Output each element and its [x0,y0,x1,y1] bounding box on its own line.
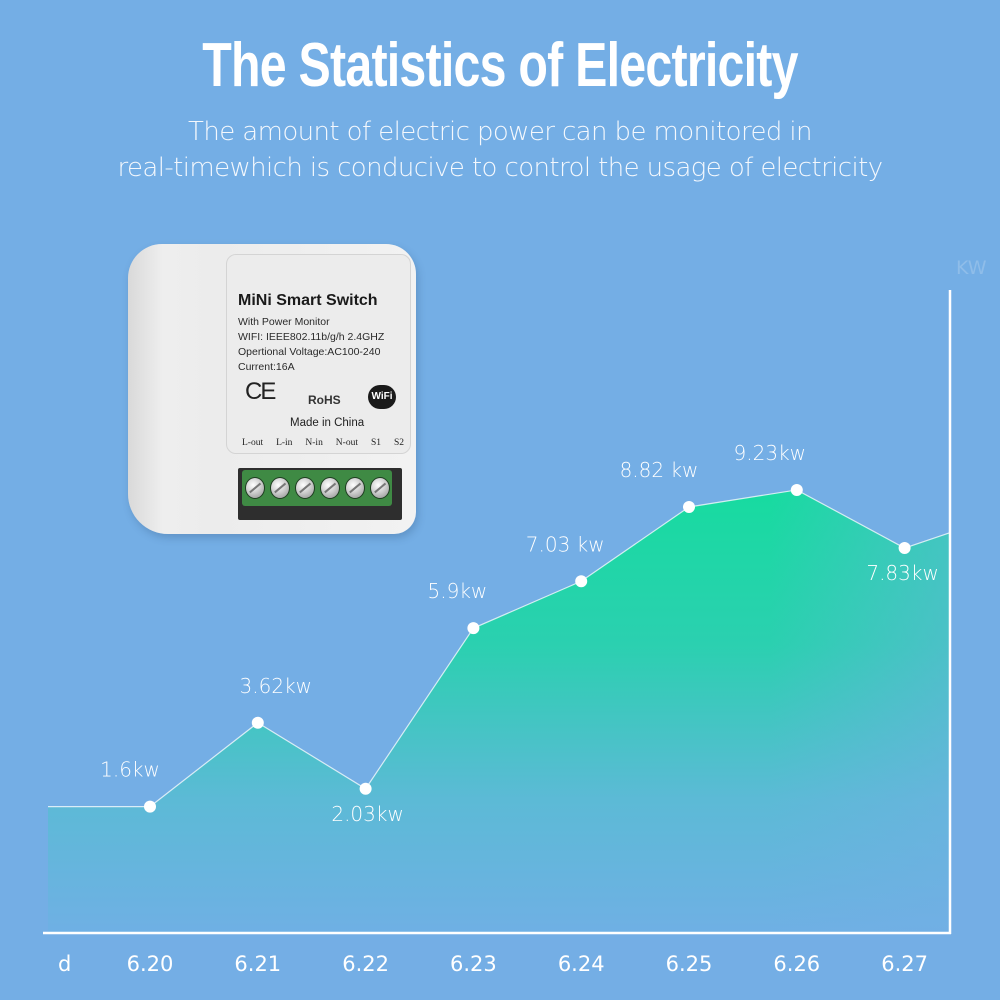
screw-icon [294,477,315,499]
subtitle-line-2: real-timewhich is conducive to control t… [117,153,883,183]
x-tick-label: 6.24 [558,952,605,976]
pin-label: S2 [393,438,404,448]
data-point-label: 5.9kw [428,579,488,603]
pin-label: N-in [305,438,323,448]
ce-mark-icon: CE [245,378,276,405]
screw-icon [344,477,365,499]
data-point-label: 8.82 kw [620,458,699,482]
screw-icon [319,477,340,499]
data-point-marker [898,542,911,555]
device-spec-3: Opertional Voltage:AC100-240 [238,346,381,358]
device-title: MiNi Smart Switch [238,292,378,309]
x-axis-ticks: 6.20 6.21 6.22 6.23 6.24 6.25 6.26 6.27 [127,952,928,976]
data-point-marker [467,622,480,635]
data-point-label: 7.03 kw [526,532,605,556]
data-point-label: 2.03kw [331,802,403,826]
x-tick-label: 6.25 [666,952,713,976]
x-tick-label: 6.23 [450,952,497,976]
screw-icon [244,477,265,499]
screw-icon [269,477,290,499]
rohs-mark-icon: RoHS [308,393,341,407]
page-title: The Statistics of Electricity [202,31,798,100]
area-fill [48,489,950,932]
wifi-logo-icon: WiFi [368,385,396,409]
data-point-marker [575,575,588,588]
data-point-marker [251,716,264,729]
x-tick-label: 6.21 [234,952,281,976]
terminal-block [242,470,392,506]
device-spec-1: With Power Monitor [238,316,330,328]
device-spec-4: Current:16A [238,361,295,373]
page-subtitle: The amount of electric power can be moni… [0,114,1000,186]
pin-label: L-out [242,438,264,448]
data-point-marker [790,483,803,496]
made-in-label: Made in China [290,417,365,429]
device-label-panel [226,254,411,454]
data-point-marker [359,782,372,795]
pin-label: S1 [370,438,381,448]
data-line [48,489,951,808]
screw-icon [369,477,390,499]
x-tick-label: 6.27 [881,952,928,976]
data-point-label: 7.83kw [866,561,938,585]
pin-label: L-in [276,438,293,448]
y-axis-unit-label: KW [956,257,987,279]
x-tick-label: 6.26 [773,952,820,976]
pin-labels: L-out L-in N-in N-out S1 S2 [242,438,404,448]
data-point-label: 1.6kw [100,758,160,782]
pin-label: N-out [335,438,358,448]
data-points: 1.6kw 3.62kw 2.03kw 5.9kw 7.03 kw 8.82 kw 9.23… [100,441,939,826]
device-spec-2: WIFI: IEEE802.11b/g/h 2.4GHZ [238,331,385,343]
data-point-label: 9.23kw [734,441,806,465]
data-point-marker [144,800,156,813]
mini-smart-switch-device: MiNi Smart Switch With Power Monitor WIF… [128,244,416,534]
x-axis-unit-label: d [58,952,71,976]
subtitle-line-1: The amount of electric power can be moni… [188,117,813,147]
data-point-marker [683,500,695,513]
x-tick-label: 6.20 [127,952,174,976]
x-tick-label: 6.22 [342,952,389,976]
data-point-label: 3.62kw [240,674,312,698]
